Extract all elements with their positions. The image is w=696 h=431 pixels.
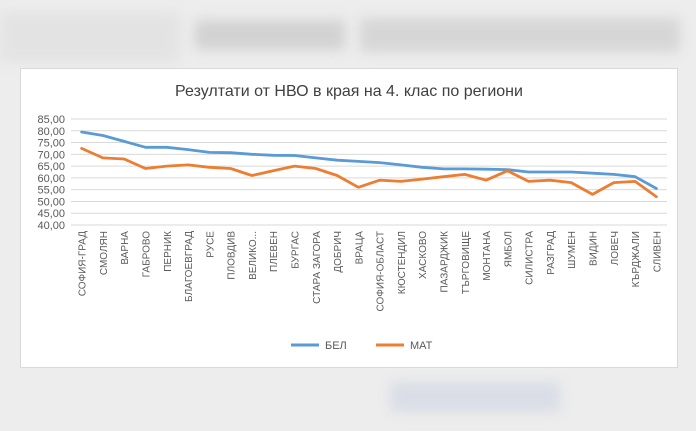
- x-tick-label: ТЪРГОВИЩЕ: [461, 231, 472, 295]
- series-line-МАТ: [80, 147, 658, 199]
- x-tick-label: РУСЕ: [205, 231, 216, 258]
- x-tick-label: СЛИВЕН: [652, 231, 663, 272]
- line-chart: Резултати от НВО в края на 4. клас по ре…: [37, 83, 667, 352]
- series-lines: [80, 130, 658, 199]
- blurred-background-block: [390, 382, 560, 412]
- x-tick-label: ПАЗАРДЖИК: [440, 231, 451, 293]
- legend: БЕЛ МАТ: [291, 340, 433, 352]
- legend-label: МАТ: [410, 340, 433, 352]
- x-tick-label: ХАСКОВО: [418, 231, 429, 279]
- x-axis-ticks: СОФИЯ-ГРАД СМОЛЯН ВАРНА ГАБРОВО ПЕРНИК БЛАГОЕ…: [78, 231, 664, 312]
- x-tick-label: ДОБРИЧ: [333, 231, 344, 273]
- chart-card: Резултати от НВО в края на 4. клас по ре…: [20, 68, 678, 368]
- x-tick-label: БЛАГОЕВГРАД: [184, 231, 195, 302]
- x-tick-label: КЮСТЕНДИЛ: [397, 231, 408, 294]
- x-tick-label: ВЕЛИКО...: [248, 231, 259, 280]
- y-tick-label: 80,00: [37, 126, 65, 138]
- x-tick-label: СОФИЯ-ГРАД: [78, 231, 89, 297]
- y-tick-label: 85,00: [37, 114, 65, 126]
- x-tick-label: СТАРА ЗАГОРА: [312, 231, 323, 304]
- x-tick-label: СОФИЯ-ОБЛАСТ: [376, 231, 387, 311]
- x-tick-label: ШУМЕН: [567, 231, 578, 269]
- blurred-background-block: [0, 12, 180, 62]
- y-tick-label: 50,00: [37, 196, 65, 208]
- x-tick-label: БУРГАС: [291, 231, 302, 269]
- x-tick-label: МОНТАНА: [482, 231, 493, 281]
- x-tick-label: ГАБРОВО: [142, 231, 153, 278]
- x-tick-label: СМОЛЯН: [99, 231, 110, 275]
- x-tick-label: ВАРНА: [120, 231, 131, 265]
- y-axis-ticks: 40,0045,0050,0055,0060,0065,0070,0075,00…: [37, 114, 65, 232]
- series-line-БЕЛ: [80, 130, 658, 190]
- x-tick-label: КЪРДЖАЛИ: [631, 231, 642, 287]
- x-tick-label: ВРАЦА: [354, 231, 365, 265]
- x-tick-label: ЯМБОЛ: [503, 231, 514, 267]
- y-tick-label: 70,00: [37, 149, 65, 161]
- x-tick-label: РАЗГРАД: [546, 231, 557, 275]
- y-tick-label: 75,00: [37, 138, 65, 150]
- chart-title: Резултати от НВО в края на 4. клас по ре…: [175, 83, 523, 100]
- x-tick-label: СИЛИСТРА: [525, 231, 536, 285]
- legend-label: БЕЛ: [325, 340, 347, 352]
- x-tick-label: ПЛЕВЕН: [269, 231, 280, 272]
- y-tick-label: 45,00: [37, 208, 65, 220]
- y-tick-label: 65,00: [37, 161, 65, 173]
- x-tick-label: ПЛОВДИВ: [227, 231, 238, 280]
- blurred-background-block: [195, 20, 345, 50]
- x-tick-label: ЛОВЕЧ: [610, 231, 621, 265]
- blurred-background-block: [360, 18, 680, 52]
- y-tick-label: 55,00: [37, 185, 65, 197]
- y-tick-label: 40,00: [37, 220, 65, 232]
- x-tick-label: ВИДИН: [589, 231, 600, 266]
- x-tick-label: ПЕРНИК: [163, 231, 174, 272]
- y-tick-label: 60,00: [37, 173, 65, 185]
